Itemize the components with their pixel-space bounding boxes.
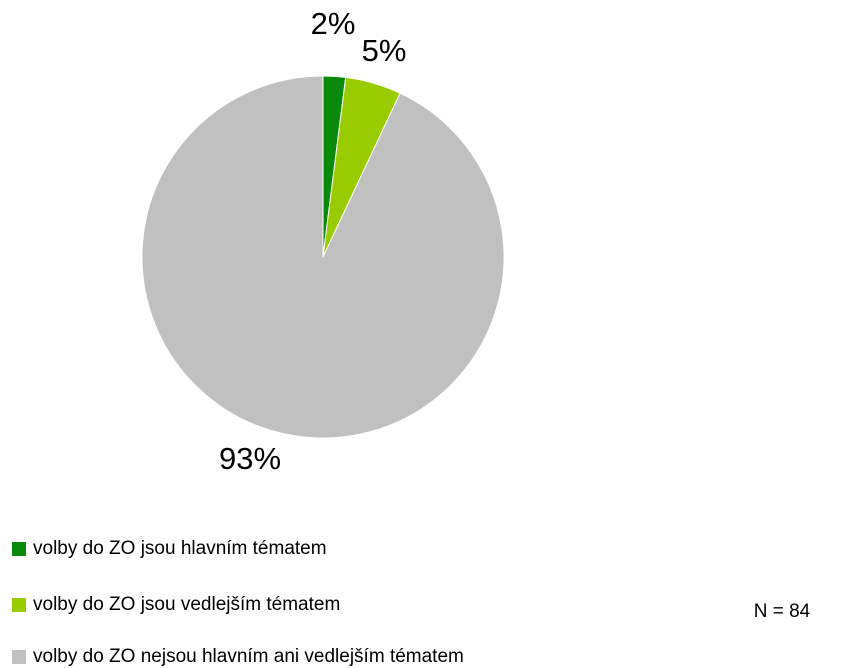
legend-swatch (12, 650, 26, 664)
legend-label: volby do ZO jsou hlavním tématem (33, 538, 327, 559)
pie-slice (141, 75, 505, 439)
annotation: N = 84 (754, 601, 811, 622)
data-label: 93% (219, 441, 281, 476)
legend-label: volby do ZO nejsou hlavním ani vedlejším… (33, 646, 464, 667)
legend-swatch (12, 542, 26, 556)
data-label: 2% (311, 6, 356, 41)
legend-label: volby do ZO jsou vedlejším tématem (33, 594, 340, 615)
legend-swatch (12, 598, 26, 612)
data-label: 5% (362, 33, 407, 68)
